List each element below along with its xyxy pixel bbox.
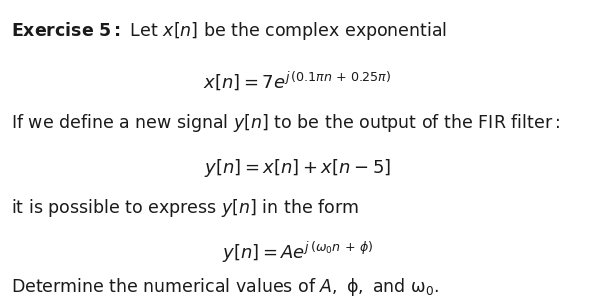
Text: $\rm it\ is\ possible\ to\ express\ \mathit{y}[\mathit{n}]\ in\ the\ form$: $\rm it\ is\ possible\ to\ express\ \mat… [11,197,358,219]
Text: $\rm Determine\ the\ numerical\ values\ of\ \mathit{A},\ \phi,\ and\ \omega_0.$: $\rm Determine\ the\ numerical\ values\ … [11,276,439,298]
Text: $\rm If\ we\ define\ a\ new\ signal\ \mathit{y}[\mathit{n}]\ to\ be\ the\ output: $\rm If\ we\ define\ a\ new\ signal\ \ma… [11,112,560,134]
Text: $\mathbf{Exercise\ 5:}\rm\ Let\ \mathit{x}[\mathit{n}]\ be\ the\ complex\ expone: $\mathbf{Exercise\ 5:}\rm\ Let\ \mathit{… [11,20,447,42]
Text: $y[n] = Ae^{j\,(\omega_0 n\,+\,\phi)}$: $y[n] = Ae^{j\,(\omega_0 n\,+\,\phi)}$ [222,240,373,265]
Text: $\mathit{x}[n] = 7e^{j\,(0.1\pi n\,+\,0.25\pi)}$: $\mathit{x}[n] = 7e^{j\,(0.1\pi n\,+\,0.… [203,69,392,92]
Text: $y[n] = x[n] + x[n-5]$: $y[n] = x[n] + x[n-5]$ [204,157,391,180]
